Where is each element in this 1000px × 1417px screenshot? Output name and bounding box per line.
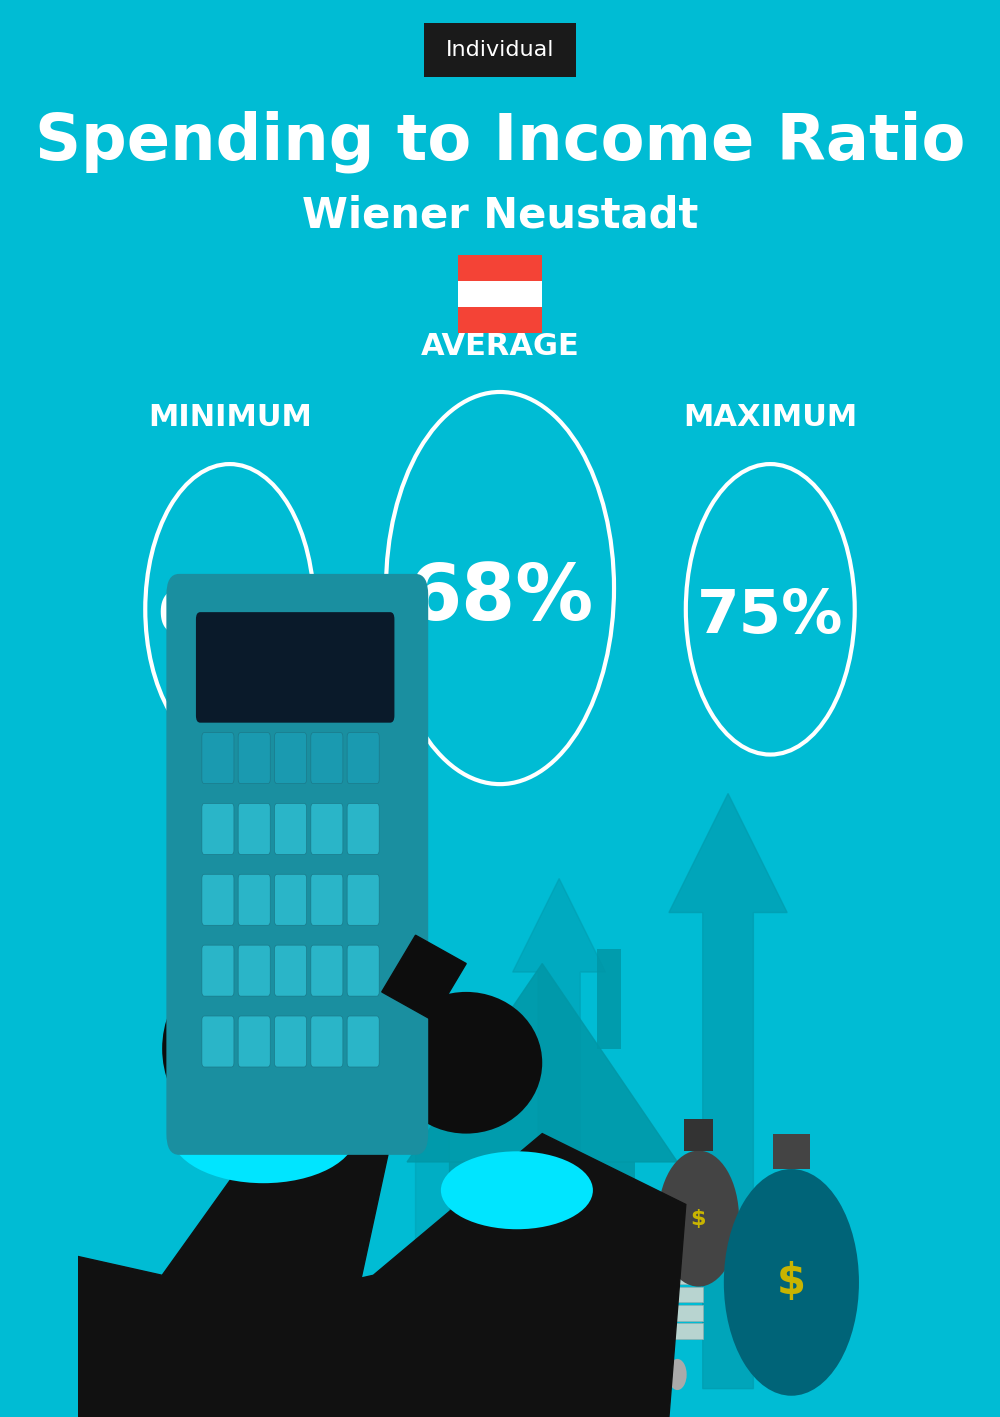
Circle shape	[658, 1151, 739, 1287]
FancyBboxPatch shape	[347, 1016, 379, 1067]
FancyBboxPatch shape	[238, 874, 270, 925]
FancyBboxPatch shape	[274, 1016, 307, 1067]
Circle shape	[625, 1357, 645, 1391]
Text: AVERAGE: AVERAGE	[421, 333, 579, 361]
FancyBboxPatch shape	[311, 945, 343, 996]
FancyBboxPatch shape	[274, 945, 307, 996]
Text: $: $	[691, 1209, 706, 1229]
Polygon shape	[394, 964, 470, 1389]
FancyBboxPatch shape	[274, 733, 307, 784]
FancyBboxPatch shape	[311, 803, 343, 854]
Text: $: $	[777, 1261, 806, 1304]
Ellipse shape	[441, 1151, 593, 1230]
Text: MINIMUM: MINIMUM	[148, 404, 312, 432]
FancyBboxPatch shape	[202, 874, 234, 925]
Ellipse shape	[162, 949, 365, 1148]
FancyBboxPatch shape	[238, 733, 270, 784]
Bar	[597, 949, 621, 1049]
FancyBboxPatch shape	[347, 945, 379, 996]
Bar	[773, 1134, 810, 1169]
FancyBboxPatch shape	[274, 874, 307, 925]
Circle shape	[648, 1367, 665, 1396]
Bar	[458, 255, 542, 281]
FancyBboxPatch shape	[238, 803, 270, 854]
FancyBboxPatch shape	[274, 803, 307, 854]
Bar	[610, 1250, 703, 1265]
Text: MAXIMUM: MAXIMUM	[683, 404, 857, 432]
Circle shape	[724, 1169, 859, 1396]
Bar	[610, 1231, 703, 1247]
FancyBboxPatch shape	[166, 574, 428, 1155]
Bar	[458, 307, 542, 333]
Text: Individual: Individual	[446, 40, 554, 60]
Bar	[610, 1268, 703, 1284]
Text: 60%: 60%	[157, 587, 303, 646]
Ellipse shape	[390, 992, 542, 1134]
FancyBboxPatch shape	[238, 945, 270, 996]
Bar	[610, 1287, 703, 1302]
Text: 75%: 75%	[697, 587, 844, 646]
Text: Spending to Income Ratio: Spending to Income Ratio	[35, 111, 965, 173]
Polygon shape	[382, 935, 466, 1020]
Polygon shape	[35, 1063, 399, 1417]
Bar	[684, 1119, 713, 1151]
Bar	[449, 1162, 635, 1389]
Text: Wiener Neustadt: Wiener Neustadt	[302, 194, 698, 237]
Bar	[523, 1268, 561, 1389]
FancyBboxPatch shape	[347, 733, 379, 784]
Polygon shape	[669, 794, 787, 1389]
Circle shape	[668, 1359, 687, 1390]
FancyBboxPatch shape	[424, 23, 576, 77]
FancyBboxPatch shape	[196, 612, 394, 723]
Ellipse shape	[171, 1084, 356, 1183]
FancyBboxPatch shape	[311, 874, 343, 925]
Polygon shape	[513, 879, 606, 1389]
Bar	[610, 1305, 703, 1321]
FancyBboxPatch shape	[311, 733, 343, 784]
Polygon shape	[407, 964, 677, 1162]
FancyBboxPatch shape	[311, 1016, 343, 1067]
FancyBboxPatch shape	[202, 803, 234, 854]
FancyBboxPatch shape	[202, 945, 234, 996]
FancyBboxPatch shape	[202, 1016, 234, 1067]
FancyBboxPatch shape	[347, 874, 379, 925]
Bar	[610, 1323, 703, 1339]
FancyBboxPatch shape	[202, 733, 234, 784]
FancyBboxPatch shape	[347, 803, 379, 854]
Text: 68%: 68%	[407, 560, 593, 636]
FancyBboxPatch shape	[238, 1016, 270, 1067]
Polygon shape	[247, 1134, 686, 1417]
Bar	[458, 281, 542, 307]
